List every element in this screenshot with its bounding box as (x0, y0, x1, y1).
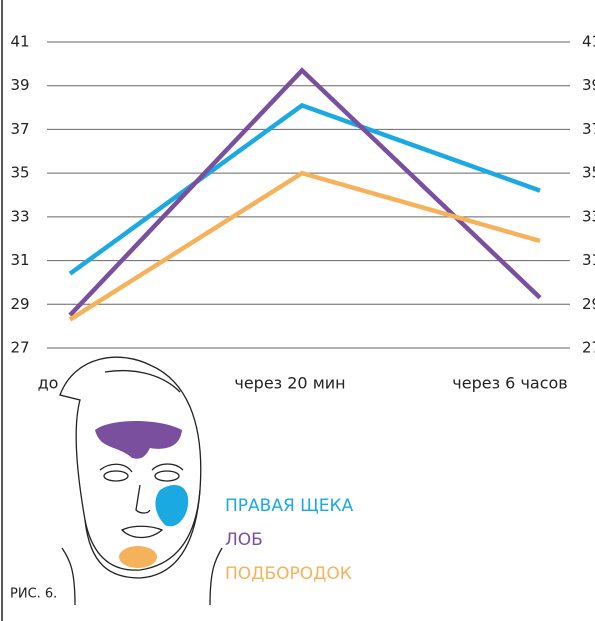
figure-label: РИС. 6. (10, 587, 57, 602)
series-line (68, 170, 541, 322)
y2-tick-label: 33 (582, 207, 595, 225)
y-tick-label: 31 (10, 251, 29, 269)
y-tick-label: 37 (10, 120, 29, 138)
y2-tick-label: 35 (582, 164, 595, 182)
x-tick-label: через 20 мин (234, 374, 345, 393)
legend-entry: ЛОБ (225, 530, 263, 550)
y2-tick-label: 27 (582, 339, 595, 357)
y-tick-label: 41 (10, 33, 29, 51)
y2-tick-label: 29 (582, 295, 595, 313)
y2-tick-label: 39 (582, 76, 595, 94)
x-tick-label: через 6 часов (452, 374, 567, 393)
series-line (68, 67, 542, 317)
y-tick-label: 27 (10, 339, 29, 357)
y-tick-label: 35 (10, 164, 29, 182)
y2-tick-label: 41 (582, 33, 595, 51)
y2-tick-label: 31 (582, 251, 595, 269)
y-tick-label: 29 (10, 295, 29, 313)
face-illustration (59, 356, 223, 606)
legend-entry: ПРАВАЯ ЩЕКА (225, 496, 354, 516)
series-line (68, 102, 541, 276)
y-tick-label: 33 (10, 207, 29, 225)
y-tick-label: 39 (10, 76, 29, 94)
legend-entry: ПОДБОРОДОК (225, 564, 352, 584)
x-tick-label: до (38, 374, 59, 393)
y2-tick-label: 37 (582, 120, 595, 138)
